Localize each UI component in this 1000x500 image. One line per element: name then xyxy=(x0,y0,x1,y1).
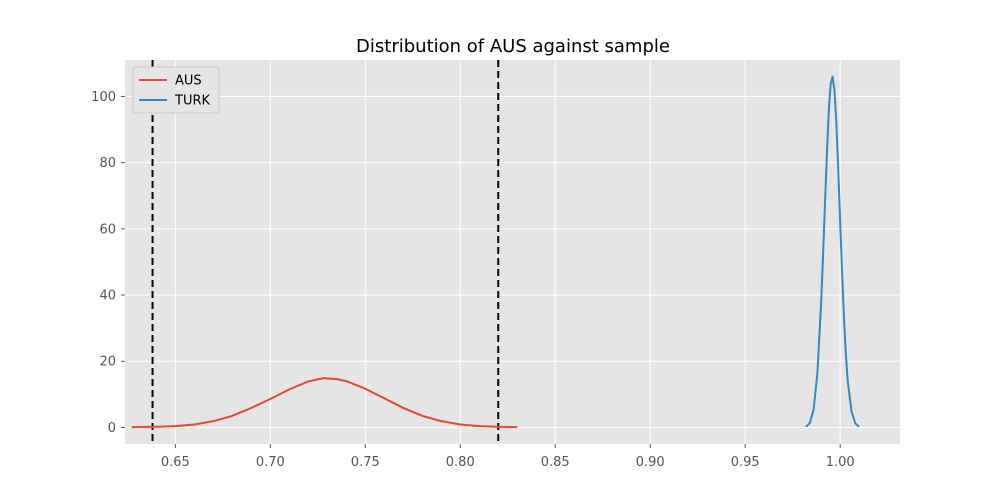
series-line-aus xyxy=(131,377,518,429)
x-axis: 0.65 0.70 0.75 0.80 0.85 0.90 0.95 1.00 xyxy=(161,444,855,470)
y-tick-label: 40 xyxy=(99,289,116,304)
plot-area xyxy=(125,60,900,444)
legend: AUS TURK xyxy=(132,66,220,114)
y-axis: 0 20 40 60 80 100 xyxy=(91,90,125,436)
series xyxy=(131,75,860,429)
x-tick-label: 0.75 xyxy=(351,455,380,470)
legend-label: TURK xyxy=(174,94,210,109)
x-tick-label: 0.90 xyxy=(636,455,665,470)
reference-lines xyxy=(151,60,500,444)
legend-box xyxy=(132,66,220,114)
x-tick-label: 0.85 xyxy=(541,455,570,470)
x-tick-label: 0.80 xyxy=(446,455,475,470)
y-tick-label: 20 xyxy=(99,355,116,370)
y-tick-label: 0 xyxy=(108,421,116,436)
x-tick-label: 0.95 xyxy=(731,455,760,470)
y-tick-label: 100 xyxy=(91,90,116,105)
x-tick-label: 0.65 xyxy=(161,455,190,470)
x-tick-label: 0.70 xyxy=(256,455,285,470)
x-tick-label: 1.00 xyxy=(826,455,855,470)
series-line-turk xyxy=(805,75,860,428)
grid xyxy=(125,60,900,444)
legend-label: AUS xyxy=(175,74,202,89)
chart-title: Distribution of AUS against sample xyxy=(356,36,670,57)
y-tick-label: 60 xyxy=(99,222,116,237)
y-tick-label: 80 xyxy=(99,156,116,171)
